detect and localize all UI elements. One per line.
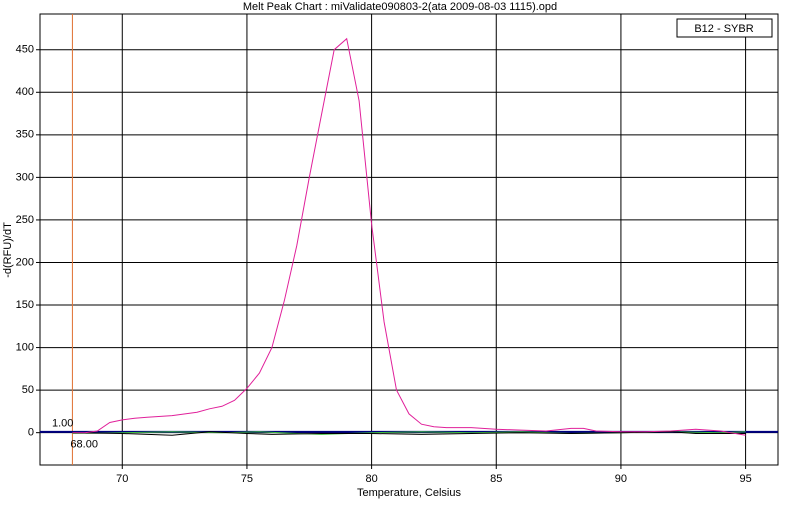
legend-label: B12 - SYBR: [694, 23, 753, 35]
y-tick-label: 50: [22, 384, 34, 396]
legend-box: [676, 18, 773, 38]
x-tick-label: 80: [365, 473, 377, 485]
y-tick-label: 350: [16, 129, 34, 141]
y-tick-label: 400: [16, 86, 34, 98]
y-tick-label: 450: [16, 44, 34, 56]
plot-frame: [39, 13, 779, 466]
x-tick-label: 70: [116, 473, 128, 485]
x-tick-label: 90: [615, 473, 627, 485]
y-tick-label: 250: [16, 214, 34, 226]
y-tick-label: 0: [28, 427, 34, 439]
y-tick-label: 150: [16, 299, 34, 311]
marker-label: 68.00: [70, 439, 98, 451]
y-tick-label: 300: [16, 171, 34, 183]
y-tick-label: 200: [16, 256, 34, 268]
chart-title: Melt Peak Chart : miValidate090803-2(ata…: [243, 1, 557, 13]
series-line: [72, 37, 746, 436]
x-axis-label: Temperature, Celsius: [357, 487, 461, 499]
x-tick-label: 95: [739, 473, 751, 485]
x-tick-label: 75: [241, 473, 253, 485]
threshold-label: 1.00: [52, 418, 73, 430]
x-tick-label: 85: [490, 473, 502, 485]
y-tick-label: 100: [16, 341, 34, 353]
y-axis-label: -d(RFU)/dT: [2, 222, 14, 278]
